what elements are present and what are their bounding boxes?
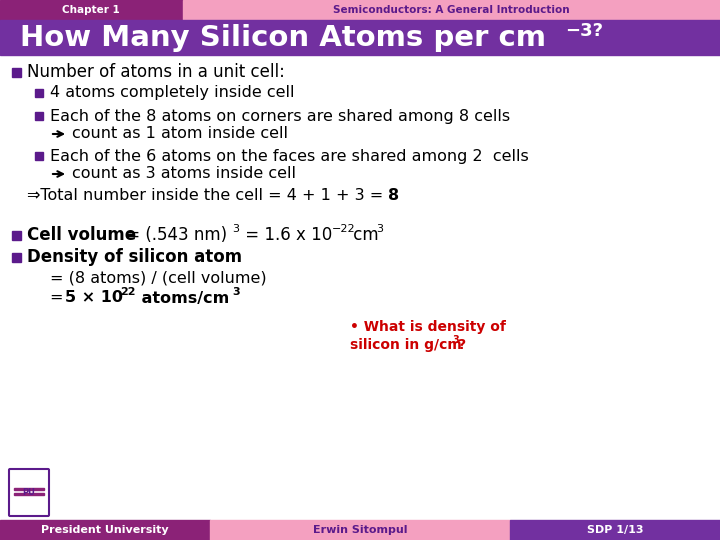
Text: 3: 3 bbox=[376, 224, 383, 234]
Text: = 1.6 x 10: = 1.6 x 10 bbox=[240, 226, 332, 244]
Bar bbox=[0, 520, 210, 540]
Text: =: = bbox=[50, 291, 68, 306]
Bar bbox=[0, 55, 720, 520]
Bar bbox=[12, 68, 21, 77]
Text: ?: ? bbox=[458, 338, 466, 352]
Bar bbox=[210, 520, 510, 540]
Text: = (8 atoms) / (cell volume): = (8 atoms) / (cell volume) bbox=[50, 271, 266, 286]
Text: Cell volume: Cell volume bbox=[27, 226, 136, 244]
Bar bbox=[12, 253, 21, 261]
Bar bbox=[12, 231, 21, 240]
Text: 4 atoms completely inside cell: 4 atoms completely inside cell bbox=[50, 85, 294, 100]
Text: −3?: −3? bbox=[565, 22, 603, 40]
Text: Density of silicon atom: Density of silicon atom bbox=[27, 248, 242, 266]
Bar bbox=[0, 520, 720, 540]
Text: 22: 22 bbox=[120, 287, 135, 297]
Text: ⇒Total number inside the cell = 4 + 1 + 3 =: ⇒Total number inside the cell = 4 + 1 + … bbox=[27, 188, 388, 204]
Bar bbox=[35, 152, 43, 160]
Bar bbox=[0, 0, 183, 20]
Text: = (.543 nm): = (.543 nm) bbox=[121, 226, 227, 244]
Text: • What is density of: • What is density of bbox=[350, 320, 506, 334]
Text: SDP 1/13: SDP 1/13 bbox=[587, 525, 643, 535]
Text: President University: President University bbox=[41, 525, 168, 535]
Text: Each of the 6 atoms on the faces are shared among 2  cells: Each of the 6 atoms on the faces are sha… bbox=[50, 148, 528, 164]
Text: 3: 3 bbox=[232, 224, 239, 234]
Text: 5 × 10: 5 × 10 bbox=[65, 291, 123, 306]
Text: Erwin Sitompul: Erwin Sitompul bbox=[312, 525, 408, 535]
Text: 3: 3 bbox=[232, 287, 240, 297]
Text: PU: PU bbox=[22, 488, 35, 497]
Text: Number of atoms in a unit cell:: Number of atoms in a unit cell: bbox=[27, 63, 285, 81]
Bar bbox=[183, 0, 720, 20]
Text: atoms/cm: atoms/cm bbox=[136, 291, 229, 306]
Bar bbox=[35, 112, 43, 120]
Text: −22: −22 bbox=[332, 224, 356, 234]
Bar bbox=[0, 20, 720, 55]
Text: count as 1 atom inside cell: count as 1 atom inside cell bbox=[72, 126, 288, 141]
Bar bbox=[14, 493, 44, 495]
Bar bbox=[35, 89, 43, 97]
Text: count as 3 atoms inside cell: count as 3 atoms inside cell bbox=[72, 166, 296, 181]
Text: Chapter 1: Chapter 1 bbox=[62, 5, 120, 15]
FancyBboxPatch shape bbox=[9, 469, 49, 516]
Text: Each of the 8 atoms on corners are shared among 8 cells: Each of the 8 atoms on corners are share… bbox=[50, 109, 510, 124]
Bar bbox=[510, 520, 720, 540]
Text: Semiconductors: A General Introduction: Semiconductors: A General Introduction bbox=[333, 5, 570, 15]
Text: silicon in g/cm: silicon in g/cm bbox=[350, 338, 462, 352]
Text: 3: 3 bbox=[452, 335, 459, 345]
Text: 8: 8 bbox=[388, 188, 399, 204]
Text: How Many Silicon Atoms per cm: How Many Silicon Atoms per cm bbox=[20, 24, 546, 52]
Text: cm: cm bbox=[348, 226, 379, 244]
Bar bbox=[14, 488, 44, 490]
